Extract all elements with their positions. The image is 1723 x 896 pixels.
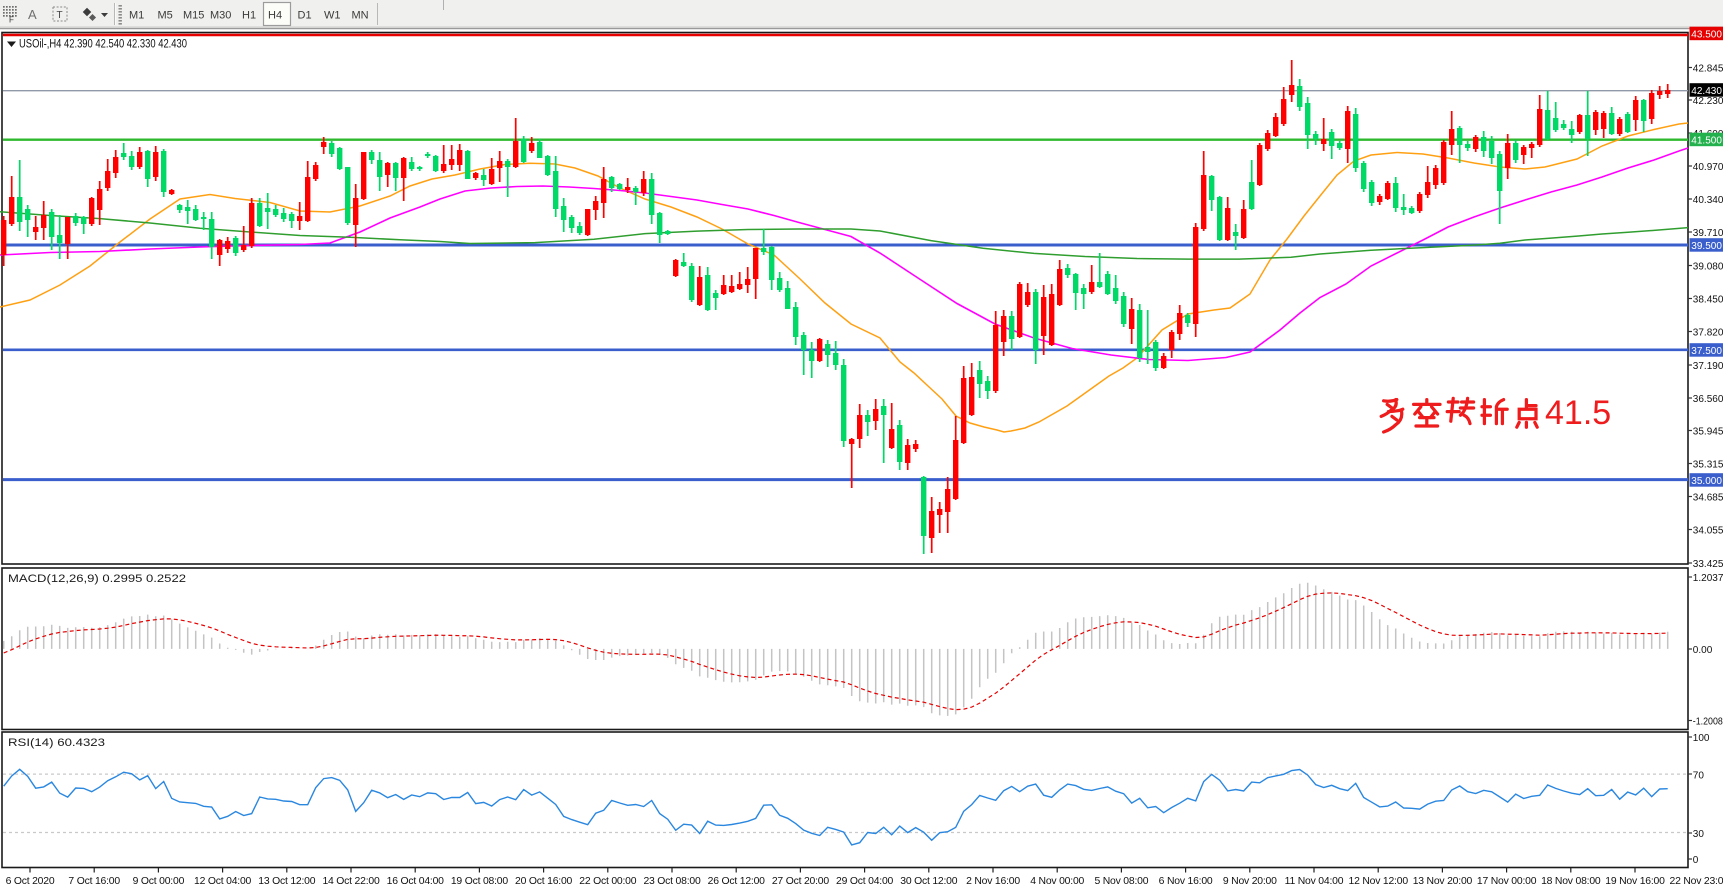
- svg-text:18 Nov 08:00: 18 Nov 08:00: [1541, 876, 1601, 887]
- svg-text:H1: H1: [242, 10, 256, 22]
- svg-text:34.685: 34.685: [1693, 492, 1723, 503]
- svg-text:M1: M1: [129, 10, 144, 22]
- svg-text:20 Oct 16:00: 20 Oct 16:00: [515, 876, 573, 887]
- svg-text:36.560: 36.560: [1693, 394, 1723, 405]
- svg-text:100: 100: [1693, 733, 1710, 744]
- svg-text:40.340: 40.340: [1693, 195, 1723, 206]
- svg-text:H4: H4: [268, 10, 282, 22]
- svg-text:9 Nov 20:00: 9 Nov 20:00: [1223, 876, 1277, 887]
- svg-text:F: F: [9, 16, 14, 25]
- svg-text:4 Nov 00:00: 4 Nov 00:00: [1030, 876, 1084, 887]
- svg-text:11 Nov 04:00: 11 Nov 04:00: [1285, 876, 1344, 887]
- svg-text:27 Oct 20:00: 27 Oct 20:00: [772, 876, 830, 887]
- svg-text:39.500: 39.500: [1691, 241, 1722, 252]
- svg-text:30 Oct 12:00: 30 Oct 12:00: [900, 876, 958, 887]
- svg-text:6 Oct 2020: 6 Oct 2020: [6, 876, 55, 887]
- svg-text:35.945: 35.945: [1693, 426, 1723, 437]
- svg-text:39.710: 39.710: [1693, 228, 1723, 239]
- svg-text:T: T: [57, 10, 63, 21]
- svg-text:22 Nov 23:00: 22 Nov 23:00: [1669, 876, 1723, 887]
- svg-text:41.5: 41.5: [1545, 394, 1611, 432]
- svg-text:29 Oct 04:00: 29 Oct 04:00: [836, 876, 894, 887]
- svg-text:35.315: 35.315: [1693, 459, 1723, 470]
- svg-text:12 Oct 04:00: 12 Oct 04:00: [194, 876, 252, 887]
- svg-text:23 Oct 08:00: 23 Oct 08:00: [643, 876, 701, 887]
- svg-text:-1.2008: -1.2008: [1693, 716, 1723, 727]
- svg-text:30: 30: [1693, 829, 1705, 840]
- svg-text:13 Oct 12:00: 13 Oct 12:00: [258, 876, 316, 887]
- svg-text:26 Oct 12:00: 26 Oct 12:00: [708, 876, 766, 887]
- svg-text:0.00: 0.00: [1693, 645, 1713, 656]
- svg-text:16 Oct 04:00: 16 Oct 04:00: [387, 876, 445, 887]
- svg-text:D1: D1: [298, 10, 312, 22]
- svg-text:MN: MN: [352, 10, 369, 22]
- svg-text:37.500: 37.500: [1691, 346, 1722, 357]
- svg-text:39.080: 39.080: [1693, 261, 1723, 272]
- svg-text:70: 70: [1693, 770, 1705, 781]
- svg-text:33.425: 33.425: [1693, 559, 1723, 570]
- svg-text:M5: M5: [158, 10, 173, 22]
- svg-text:RSI(14) 60.4323: RSI(14) 60.4323: [8, 737, 105, 749]
- svg-text:A: A: [28, 7, 37, 22]
- svg-text:19 Nov 16:00: 19 Nov 16:00: [1605, 876, 1665, 887]
- svg-text:38.450: 38.450: [1693, 294, 1723, 305]
- svg-text:40.970: 40.970: [1693, 162, 1723, 173]
- svg-text:37.190: 37.190: [1693, 361, 1723, 372]
- svg-text:41.500: 41.500: [1691, 135, 1722, 146]
- svg-text:1.2037: 1.2037: [1693, 573, 1723, 584]
- svg-text:22 Oct 00:00: 22 Oct 00:00: [579, 876, 637, 887]
- svg-text:37.820: 37.820: [1693, 327, 1723, 338]
- svg-text:43.500: 43.500: [1691, 29, 1722, 40]
- svg-text:7 Oct 16:00: 7 Oct 16:00: [68, 876, 120, 887]
- svg-text:USOil-,H4 42.390 42.540 42.33: USOil-,H4 42.390 42.540 42.330 42.430: [19, 39, 187, 51]
- svg-text:14 Oct 22:00: 14 Oct 22:00: [322, 876, 380, 887]
- svg-text:MACD(12,26,9) 0.2995 0.2522: MACD(12,26,9) 0.2995 0.2522: [8, 573, 186, 585]
- svg-text:M30: M30: [210, 10, 231, 22]
- svg-text:42.430: 42.430: [1691, 86, 1722, 97]
- svg-text:W1: W1: [324, 10, 341, 22]
- svg-text:42.230: 42.230: [1693, 96, 1723, 107]
- svg-text:0: 0: [1693, 855, 1699, 866]
- svg-text:34.055: 34.055: [1693, 525, 1723, 536]
- svg-text:2 Nov 16:00: 2 Nov 16:00: [966, 876, 1020, 887]
- svg-text:12 Nov 12:00: 12 Nov 12:00: [1348, 876, 1408, 887]
- svg-text:42.845: 42.845: [1693, 63, 1723, 74]
- svg-text:M15: M15: [183, 10, 204, 22]
- svg-text:35.000: 35.000: [1691, 476, 1722, 487]
- svg-text:17 Nov 00:00: 17 Nov 00:00: [1477, 876, 1537, 887]
- svg-text:19 Oct 08:00: 19 Oct 08:00: [451, 876, 509, 887]
- svg-text:13 Nov 20:00: 13 Nov 20:00: [1413, 876, 1473, 887]
- svg-text:6 Nov 16:00: 6 Nov 16:00: [1159, 876, 1213, 887]
- svg-text:5 Nov 08:00: 5 Nov 08:00: [1094, 876, 1148, 887]
- svg-text:9 Oct 00:00: 9 Oct 00:00: [133, 876, 185, 887]
